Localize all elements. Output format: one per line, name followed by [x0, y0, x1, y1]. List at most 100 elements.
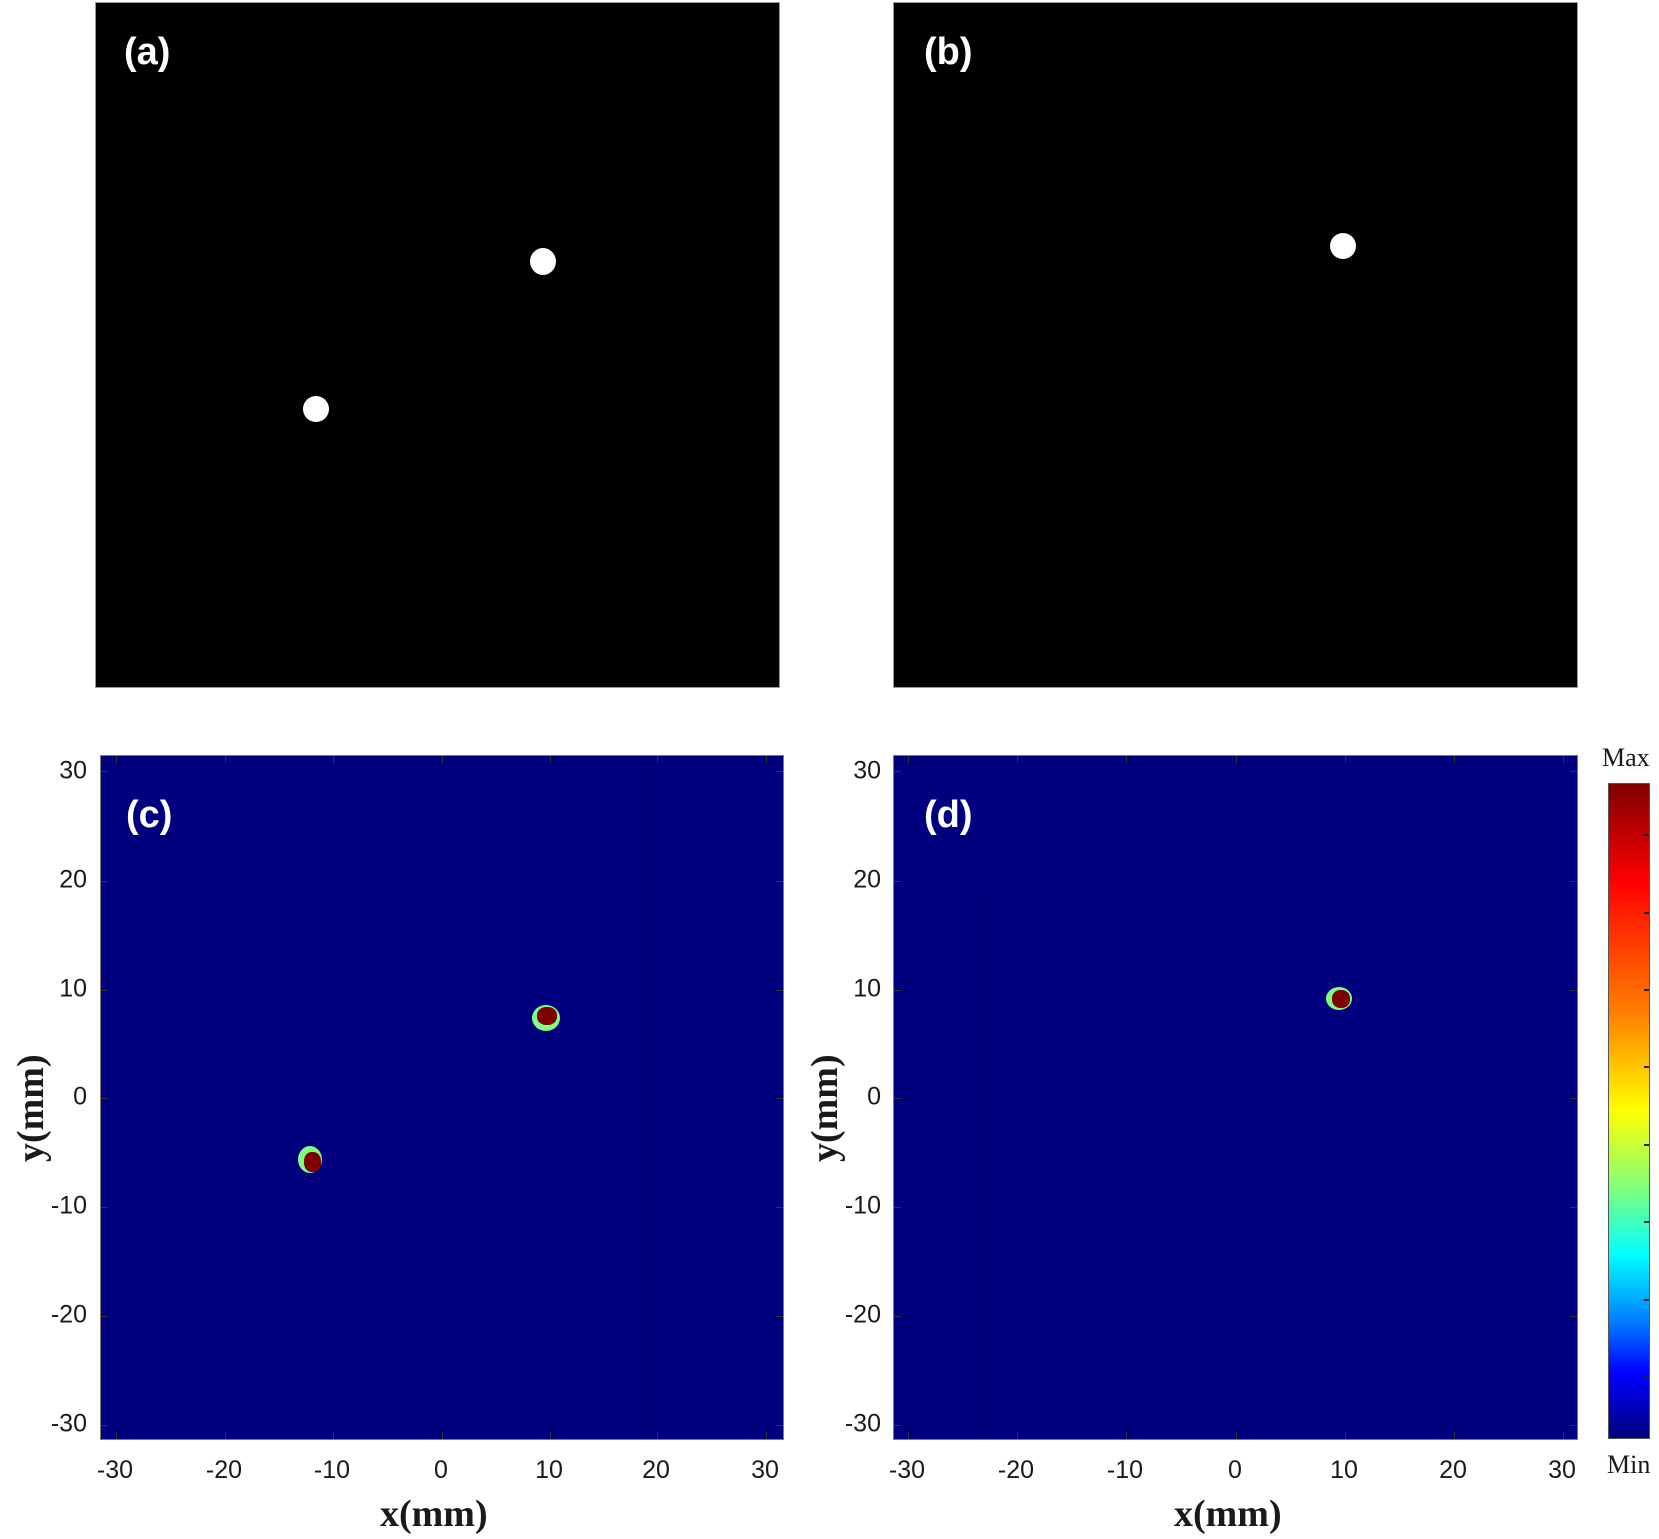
- y-tick-mark: [894, 1316, 901, 1317]
- y-axis-title: y(mm): [10, 1054, 52, 1162]
- x-tick-mark: [1236, 756, 1237, 763]
- colorbar-tick: [1644, 1221, 1649, 1223]
- target-spot-1-core: [1332, 990, 1350, 1008]
- target-spot-2-core: [537, 1007, 557, 1025]
- colorbar: [1608, 783, 1650, 1439]
- y-tick-mark: [1570, 990, 1577, 991]
- colorbar-max-label: Max: [1602, 743, 1650, 772]
- panel-d-reconstruction: (d): [893, 755, 1578, 1440]
- y-tick-mark: [894, 1207, 901, 1208]
- y-tick-mark: [776, 1316, 783, 1317]
- x-tick-mark: [1236, 1432, 1237, 1439]
- target-spot-1-core: [304, 1152, 321, 1172]
- target-spot-1: [303, 396, 329, 422]
- x-tick-label: 10: [535, 1456, 563, 1484]
- x-tick-mark: [1345, 1432, 1346, 1439]
- x-tick-label: -30: [888, 1456, 926, 1484]
- image-seam: [984, 906, 985, 1439]
- colorbar-min-label: Min: [1607, 1450, 1651, 1479]
- x-axis-title: x(mm): [1174, 1493, 1282, 1535]
- x-tick-mark: [333, 756, 334, 763]
- x-tick-mark: [116, 756, 117, 763]
- x-tick-label: 30: [1548, 1456, 1576, 1484]
- x-tick-label: -30: [96, 1456, 134, 1484]
- x-tick-mark: [908, 756, 909, 763]
- colorbar-tick: [1644, 989, 1649, 991]
- y-tick-label: -10: [50, 1191, 87, 1220]
- x-tick-mark: [1454, 756, 1455, 763]
- y-tick-mark: [1570, 1425, 1577, 1426]
- panel-a-groundtruth: (a): [95, 2, 780, 688]
- y-tick-mark: [894, 990, 901, 991]
- x-axis-title: x(mm): [380, 1493, 488, 1535]
- y-tick-label: 10: [59, 974, 87, 1003]
- y-tick-label: 30: [853, 756, 881, 785]
- x-tick-mark: [1563, 756, 1564, 763]
- panel-c-label: (c): [126, 794, 173, 836]
- y-tick-label: -20: [844, 1300, 881, 1329]
- x-tick-mark: [1563, 1432, 1564, 1439]
- panel-a-label: (a): [124, 31, 171, 73]
- colorbar-tick: [1644, 1144, 1649, 1146]
- y-tick-mark: [894, 881, 901, 882]
- y-tick-mark: [776, 990, 783, 991]
- x-tick-mark: [766, 1432, 767, 1439]
- y-tick-mark: [1570, 1316, 1577, 1317]
- y-tick-mark: [776, 1098, 783, 1099]
- panel-d-label: (d): [924, 794, 973, 836]
- x-tick-mark: [1454, 1432, 1455, 1439]
- target-spot-2: [530, 248, 556, 275]
- x-tick-mark: [225, 1432, 226, 1439]
- y-tick-mark: [101, 1098, 108, 1099]
- y-tick-mark: [101, 1425, 108, 1426]
- x-tick-mark: [442, 756, 443, 763]
- y-tick-mark: [776, 881, 783, 882]
- y-tick-label: 20: [59, 865, 87, 894]
- x-tick-mark: [1017, 756, 1018, 763]
- x-tick-mark: [1345, 756, 1346, 763]
- y-tick-mark: [101, 1316, 108, 1317]
- y-tick-label: -20: [50, 1300, 87, 1329]
- y-tick-label: 10: [853, 974, 881, 1003]
- x-tick-mark: [657, 1432, 658, 1439]
- y-tick-label: -10: [844, 1191, 881, 1220]
- x-tick-mark: [1017, 1432, 1018, 1439]
- y-axis-title: y(mm): [804, 1054, 846, 1162]
- x-tick-mark: [1126, 756, 1127, 763]
- y-tick-mark: [101, 990, 108, 991]
- y-tick-mark: [776, 771, 783, 772]
- x-tick-mark: [908, 1432, 909, 1439]
- y-tick-mark: [776, 1425, 783, 1426]
- y-tick-mark: [894, 1098, 901, 1099]
- y-tick-mark: [1570, 771, 1577, 772]
- x-tick-label: -20: [205, 1456, 243, 1484]
- x-tick-label: 0: [1228, 1456, 1242, 1484]
- y-tick-label: -30: [844, 1409, 881, 1438]
- x-tick-label: -10: [1106, 1456, 1144, 1484]
- x-tick-mark: [657, 756, 658, 763]
- y-tick-label: 0: [867, 1082, 881, 1111]
- y-tick-mark: [894, 1425, 901, 1426]
- y-tick-label: 20: [853, 865, 881, 894]
- y-tick-mark: [1570, 881, 1577, 882]
- colorbar-tick: [1644, 834, 1649, 836]
- panel-b-groundtruth: (b): [893, 2, 1578, 688]
- y-tick-mark: [1570, 1098, 1577, 1099]
- y-tick-label: 0: [73, 1082, 87, 1111]
- y-tick-mark: [101, 1207, 108, 1208]
- x-tick-mark: [550, 1432, 551, 1439]
- x-tick-mark: [333, 1432, 334, 1439]
- colorbar-tick: [1644, 1376, 1649, 1378]
- panel-b-label: (b): [924, 31, 973, 73]
- x-tick-label: 20: [642, 1456, 670, 1484]
- y-tick-mark: [101, 881, 108, 882]
- x-tick-mark: [550, 756, 551, 763]
- y-tick-label: -30: [50, 1409, 87, 1438]
- y-tick-mark: [894, 771, 901, 772]
- x-tick-label: 0: [434, 1456, 448, 1484]
- x-tick-mark: [442, 1432, 443, 1439]
- y-tick-mark: [101, 771, 108, 772]
- x-tick-label: -20: [997, 1456, 1035, 1484]
- colorbar-tick: [1644, 1066, 1649, 1068]
- x-tick-mark: [1126, 1432, 1127, 1439]
